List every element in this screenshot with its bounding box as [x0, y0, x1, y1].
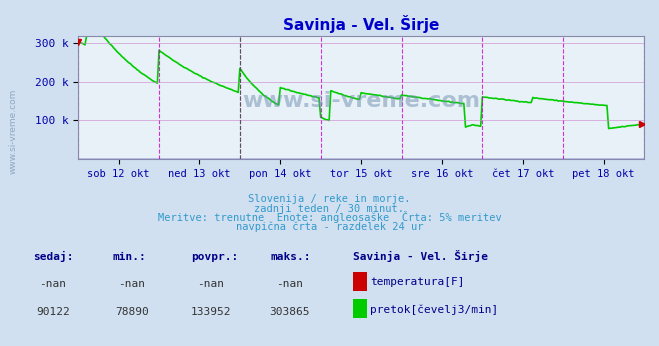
Text: 133952: 133952: [190, 307, 231, 317]
Text: pretok[čevelj3/min]: pretok[čevelj3/min]: [370, 304, 499, 315]
Text: Savinja - Vel. Širje: Savinja - Vel. Širje: [353, 249, 488, 262]
Text: -nan: -nan: [40, 279, 66, 289]
Text: Slovenija / reke in morje.: Slovenija / reke in morje.: [248, 194, 411, 204]
Text: maks.:: maks.:: [270, 252, 310, 262]
Text: temperatura[F]: temperatura[F]: [370, 277, 465, 287]
Text: zadnji teden / 30 minut.: zadnji teden / 30 minut.: [254, 204, 405, 214]
Text: 90122: 90122: [36, 307, 70, 317]
Text: -nan: -nan: [198, 279, 224, 289]
Text: 78890: 78890: [115, 307, 149, 317]
Text: sedaj:: sedaj:: [33, 251, 73, 262]
Text: povpr.:: povpr.:: [191, 252, 239, 262]
Text: min.:: min.:: [112, 252, 146, 262]
Text: www.si-vreme.com: www.si-vreme.com: [9, 89, 18, 174]
Text: -nan: -nan: [119, 279, 145, 289]
Title: Savinja - Vel. Širje: Savinja - Vel. Širje: [283, 15, 440, 33]
Text: 303865: 303865: [270, 307, 310, 317]
Text: navpična črta - razdelek 24 ur: navpična črta - razdelek 24 ur: [236, 222, 423, 233]
Text: www.si-vreme.com: www.si-vreme.com: [242, 91, 480, 111]
Text: Meritve: trenutne  Enote: angleosaške  Črta: 5% meritev: Meritve: trenutne Enote: angleosaške Črt…: [158, 211, 501, 223]
Text: -nan: -nan: [277, 279, 303, 289]
